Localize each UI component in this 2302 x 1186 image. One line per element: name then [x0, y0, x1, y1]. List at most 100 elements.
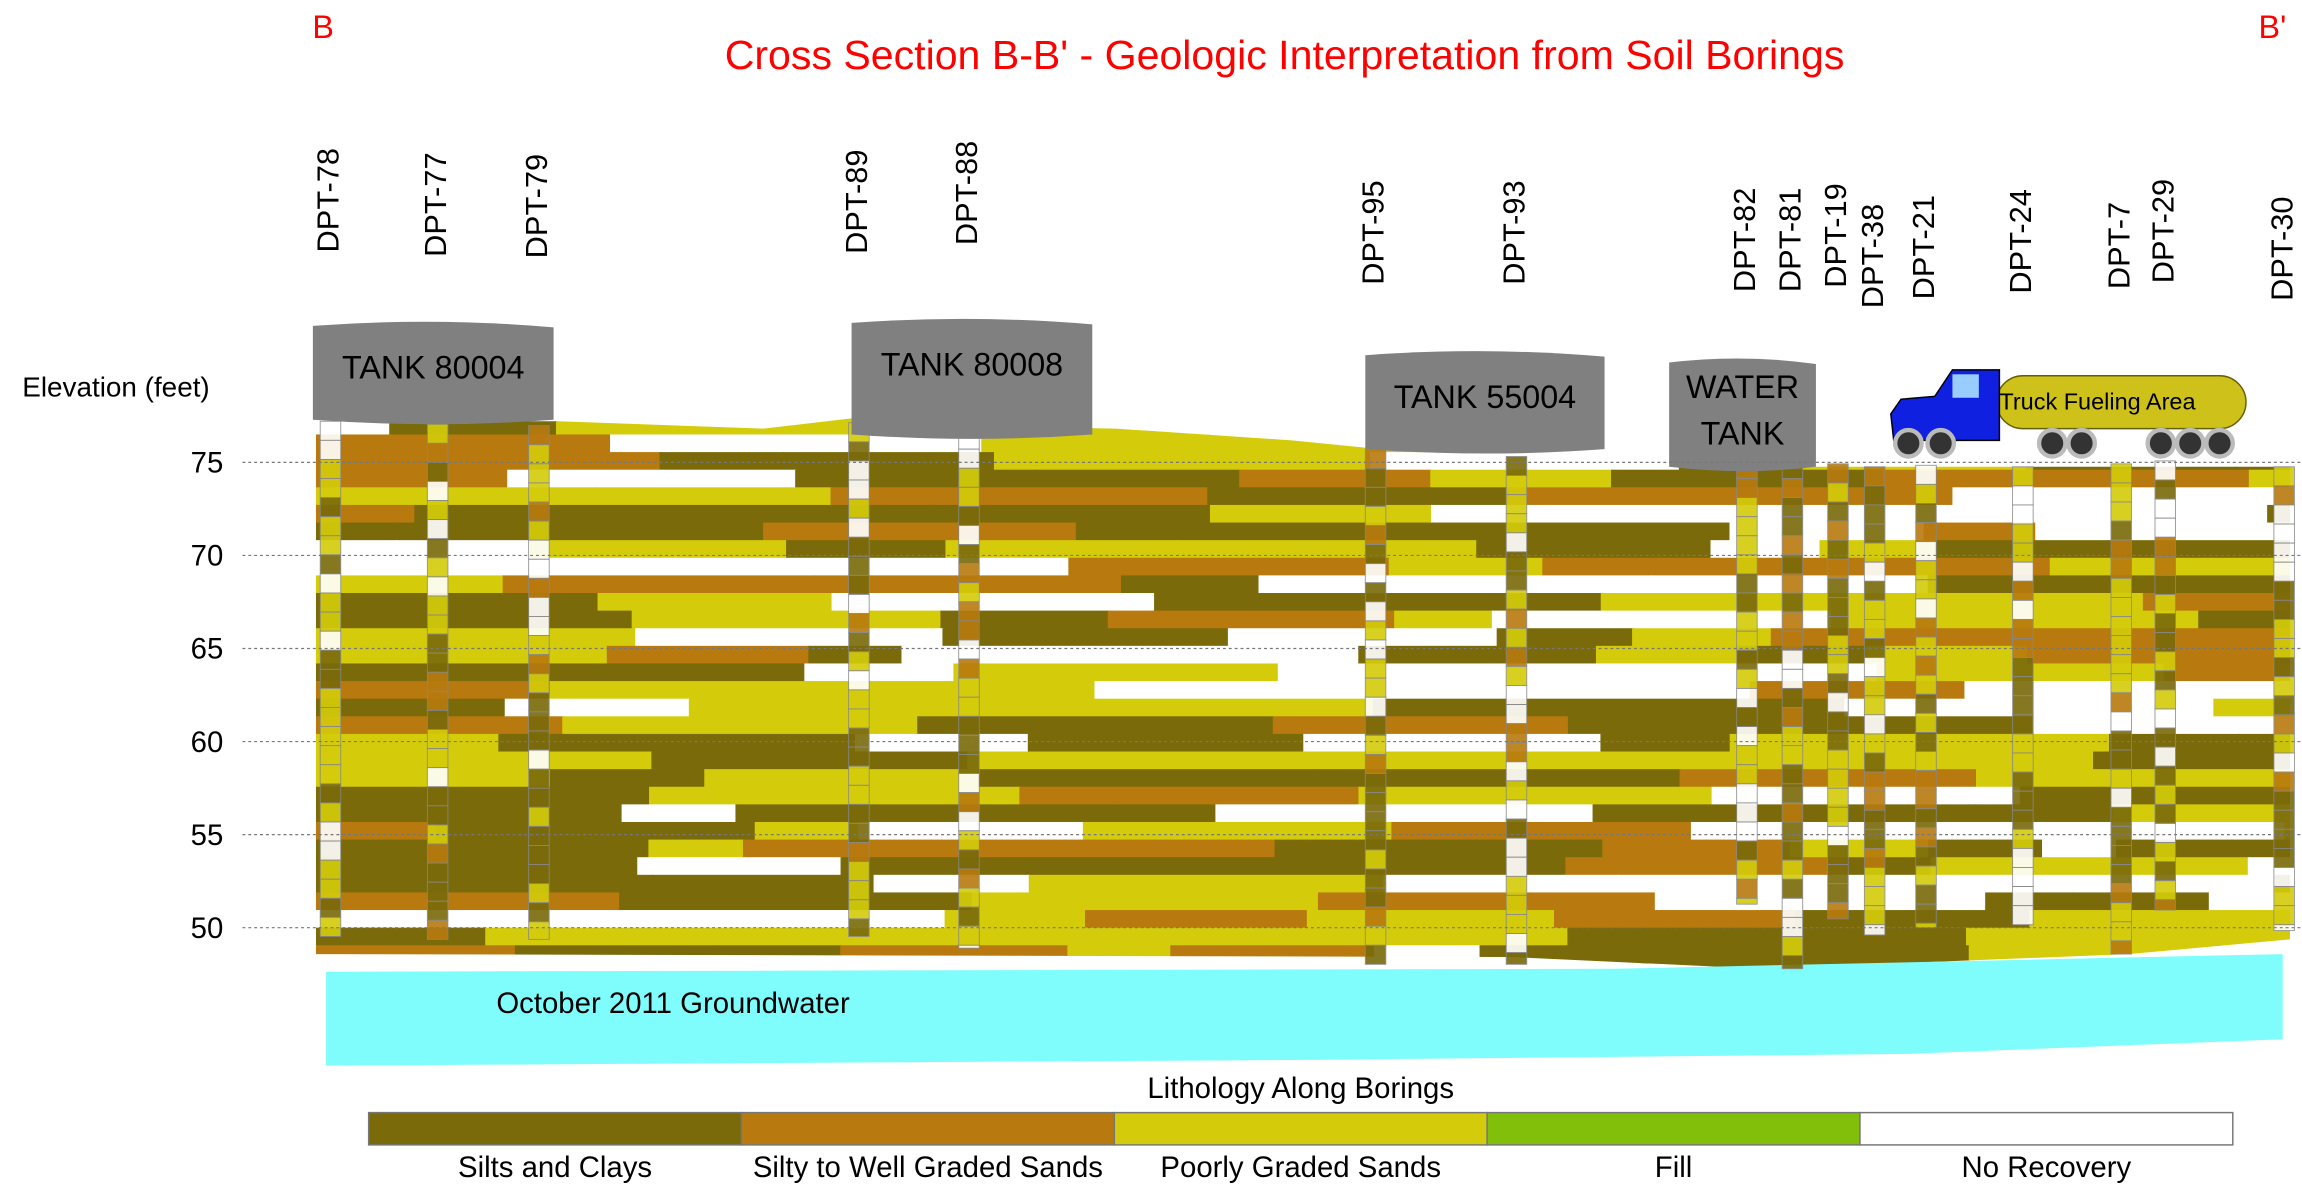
stratum [635, 628, 944, 646]
boring-interval [529, 865, 550, 884]
stratum [1239, 470, 1432, 488]
boring-interval [2155, 862, 2176, 881]
stratum [704, 769, 979, 787]
boring-interval [1864, 753, 1885, 772]
stratum [515, 945, 718, 963]
boring-interval [1365, 640, 1386, 659]
stratum [316, 875, 654, 893]
boring-interval [529, 445, 550, 464]
boring-interval [1737, 746, 1758, 765]
stratum [1931, 857, 2250, 875]
boring-interval [1737, 631, 1758, 650]
stratum [316, 734, 500, 752]
stratum [316, 434, 612, 452]
boring-interval [1864, 848, 1885, 867]
boring-interval [1782, 727, 1803, 746]
tank-label: TANK 80008 [881, 347, 1063, 383]
boring-interval [849, 575, 870, 594]
tick-label: 75 [191, 447, 224, 480]
boring-interval [1506, 705, 1527, 724]
boring-interval [2274, 925, 2295, 931]
stratum [485, 928, 758, 946]
boring-interval [1782, 879, 1803, 898]
stratum [1127, 628, 1229, 646]
boring-interval [2111, 464, 2132, 483]
legend-label: Silty to Well Graded Sands [753, 1151, 1103, 1184]
boring-interval [2111, 693, 2132, 712]
boring-interval [529, 845, 550, 864]
stratum [660, 452, 784, 470]
boring-interval [320, 784, 341, 803]
stratum [1554, 910, 1796, 928]
boring-interval [2111, 712, 2132, 731]
stratum [556, 417, 866, 435]
stratum [1228, 628, 1498, 646]
boring-interval [849, 556, 870, 575]
boring-interval [1737, 669, 1758, 688]
boring-interval [529, 884, 550, 903]
stratum [2035, 523, 2111, 541]
boring-interval [849, 652, 870, 671]
boring-interval [1828, 636, 1849, 655]
boring-interval [320, 879, 341, 898]
boring-interval [427, 501, 448, 520]
boring-interval [2155, 499, 2176, 518]
boring-interval [1864, 467, 1885, 486]
boring-interval [1506, 934, 1527, 953]
boring-interval [2111, 559, 2132, 578]
boring-interval [1737, 517, 1758, 536]
boring-interval [529, 559, 550, 578]
boring-interval [1737, 803, 1758, 822]
stratum [1769, 716, 2034, 734]
boring-interval [1737, 765, 1758, 784]
boring-interval [427, 443, 448, 462]
boring-interval [2111, 655, 2132, 674]
boring-interval [1782, 650, 1803, 669]
boring-interval [1916, 866, 1937, 885]
stratum [967, 752, 1149, 770]
boring-interval [1737, 688, 1758, 707]
boring-interval [427, 462, 448, 481]
boring-interval [1737, 727, 1758, 746]
boring-interval [1782, 936, 1803, 955]
boring-interval [1737, 593, 1758, 612]
boring-interval [2013, 810, 2034, 829]
boring-interval [1506, 533, 1527, 552]
boring-interval [2111, 674, 2132, 693]
boring-label: DPT-93 [1497, 180, 1532, 284]
boring-interval [529, 636, 550, 655]
boring-interval [1782, 593, 1803, 612]
boring-interval [1506, 456, 1527, 475]
boring-interval [2111, 826, 2132, 845]
boring-interval [2274, 848, 2295, 867]
stratum [674, 558, 1069, 576]
boring-interval [1828, 597, 1849, 616]
boring-interval [1828, 521, 1849, 540]
stratum [763, 523, 1077, 541]
boring-interval [1864, 486, 1885, 505]
stratum [1028, 734, 1103, 752]
boring-interval [1828, 884, 1849, 903]
boring-interval [959, 678, 980, 697]
boring-interval [427, 634, 448, 653]
boring-interval [1864, 829, 1885, 848]
boring-interval [2111, 807, 2132, 826]
boring-interval [1864, 925, 1885, 935]
section-start: B [312, 9, 334, 45]
boring-interval [1864, 887, 1885, 906]
boring-interval [1916, 809, 1937, 828]
boring-interval [2274, 715, 2295, 734]
boring-interval [1365, 659, 1386, 678]
stratum [2029, 910, 2302, 928]
stratum [316, 487, 596, 505]
boring-interval [1782, 841, 1803, 860]
tank-label: TANK [1701, 416, 1785, 452]
stratum [1154, 593, 1385, 611]
boring-interval [849, 881, 870, 900]
boring-interval [1828, 674, 1849, 693]
tick-label: 60 [191, 726, 224, 759]
boring-interval [1864, 715, 1885, 734]
boring-interval [2013, 562, 2034, 581]
boring-interval [1916, 885, 1937, 904]
boring-interval [529, 597, 550, 616]
